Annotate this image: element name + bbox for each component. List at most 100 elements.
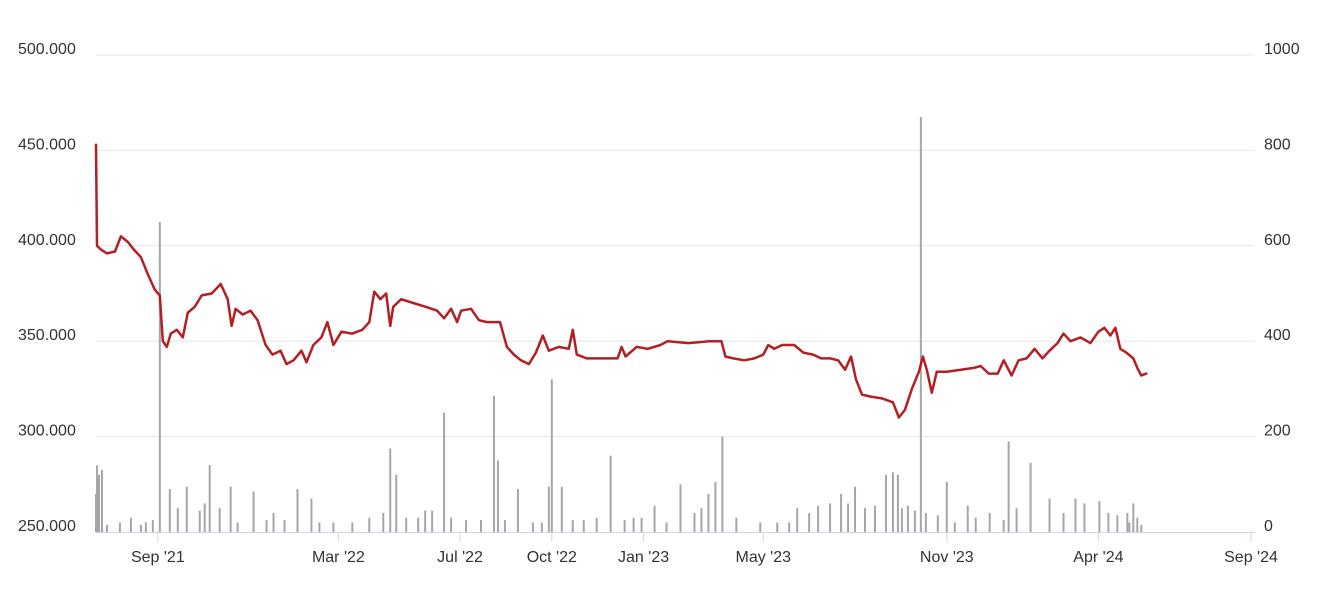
volume-bar: [714, 481, 717, 532]
volume-bar: [974, 517, 977, 532]
volume-bar: [395, 474, 398, 532]
volume-bar: [988, 512, 991, 532]
y-left-tick-label: 250.000: [18, 518, 76, 535]
volume-bar: [1074, 498, 1077, 532]
volume-bar: [1107, 512, 1110, 532]
volume-bar: [144, 522, 147, 532]
y-left-tick-label: 450.000: [18, 136, 76, 153]
volume-bar: [272, 512, 275, 532]
volume-bar: [252, 491, 255, 532]
volume-bar: [924, 512, 927, 532]
volume-bar: [560, 486, 563, 532]
volume-bar: [693, 512, 696, 532]
volume-bar: [679, 484, 682, 532]
volume-bar: [808, 512, 811, 532]
volume-bar: [1007, 441, 1010, 532]
volume-bar: [1048, 498, 1051, 532]
x-tick-label: Jan '23: [618, 549, 669, 566]
volume-bar: [840, 493, 843, 532]
volume-bar: [884, 474, 887, 532]
volume-bar: [208, 465, 211, 532]
volume-bar: [707, 493, 710, 532]
x-tick-label: May '23: [736, 549, 792, 566]
volume-bar: [100, 469, 103, 532]
volume-bar: [1029, 462, 1032, 532]
volume-bar: [788, 522, 791, 532]
volume-series: [95, 117, 1143, 532]
volume-bar: [919, 117, 922, 532]
volume-bar: [776, 522, 779, 532]
volume-bar: [389, 448, 392, 532]
volume-bar: [966, 505, 969, 532]
volume-bar: [310, 498, 313, 532]
volume-bar: [1083, 503, 1086, 532]
volume-bar: [382, 512, 385, 532]
volume-bar: [139, 524, 142, 532]
volume-bar: [945, 481, 948, 532]
y-left-tick-label: 350.000: [18, 327, 76, 344]
volume-bar: [531, 522, 534, 532]
volume-bar: [700, 508, 703, 532]
y-left-tick-label: 300.000: [18, 423, 76, 440]
volume-bar: [203, 503, 206, 532]
y-right-tick-label: 800: [1264, 136, 1291, 153]
axes: 500.000 450.000 400.000 350.000 300.000 250.0…: [18, 41, 1300, 566]
volume-bar: [571, 520, 574, 532]
volume-bar: [817, 505, 820, 532]
volume-bar: [443, 412, 446, 532]
volume-bar: [896, 474, 899, 532]
volume-bar: [105, 524, 108, 532]
volume-bar: [158, 221, 161, 532]
volume-bar: [129, 517, 132, 532]
volume-bar: [332, 522, 335, 532]
y-right-tick-label: 400: [1264, 327, 1291, 344]
x-tick-label: Sep '24: [1224, 549, 1278, 566]
x-tick-label: Nov '23: [920, 549, 974, 566]
volume-bar: [873, 505, 876, 532]
volume-bar: [450, 517, 453, 532]
volume-bar: [632, 517, 635, 532]
volume-bar: [913, 510, 916, 532]
volume-bar: [151, 520, 154, 532]
volume-bar: [1062, 512, 1065, 532]
price-series: [94, 143, 1148, 419]
y-right-tick-label: 1000: [1264, 41, 1300, 58]
volume-bar: [185, 486, 188, 532]
volume-bar: [424, 510, 427, 532]
volume-bar: [405, 517, 408, 532]
volume-bar: [480, 520, 483, 532]
volume-bar: [198, 510, 201, 532]
volume-bar: [1140, 524, 1143, 532]
volume-bar: [97, 474, 100, 532]
volume-bar: [95, 465, 98, 532]
y-left-tick-label: 400.000: [18, 232, 76, 249]
volume-bar: [953, 522, 956, 532]
volume-bar: [829, 503, 832, 532]
volume-bar: [176, 508, 179, 532]
volume-bar: [900, 508, 903, 532]
volume-bar: [465, 520, 468, 532]
grid-layer: [96, 54, 1255, 438]
volume-bar: [1015, 508, 1018, 532]
volume-bar: [1116, 515, 1119, 532]
volume-bar: [431, 510, 434, 532]
x-tick-label: Mar '22: [312, 549, 365, 566]
volume-bar: [1132, 503, 1135, 532]
volume-bar: [547, 486, 550, 532]
volume-bar: [283, 520, 286, 532]
volume-bar: [168, 489, 171, 532]
volume-bar: [368, 517, 371, 532]
volume-bar: [1002, 520, 1005, 532]
volume-bar: [503, 520, 506, 532]
volume-bar: [891, 472, 894, 532]
volume-bar: [417, 517, 420, 532]
volume-bar: [492, 396, 495, 532]
volume-bar: [1126, 512, 1129, 532]
volume-bar: [759, 522, 762, 532]
volume-bar: [582, 520, 585, 532]
x-tick-label: Sep '21: [131, 549, 185, 566]
volume-bar: [721, 436, 724, 532]
volume-bar: [640, 517, 643, 532]
